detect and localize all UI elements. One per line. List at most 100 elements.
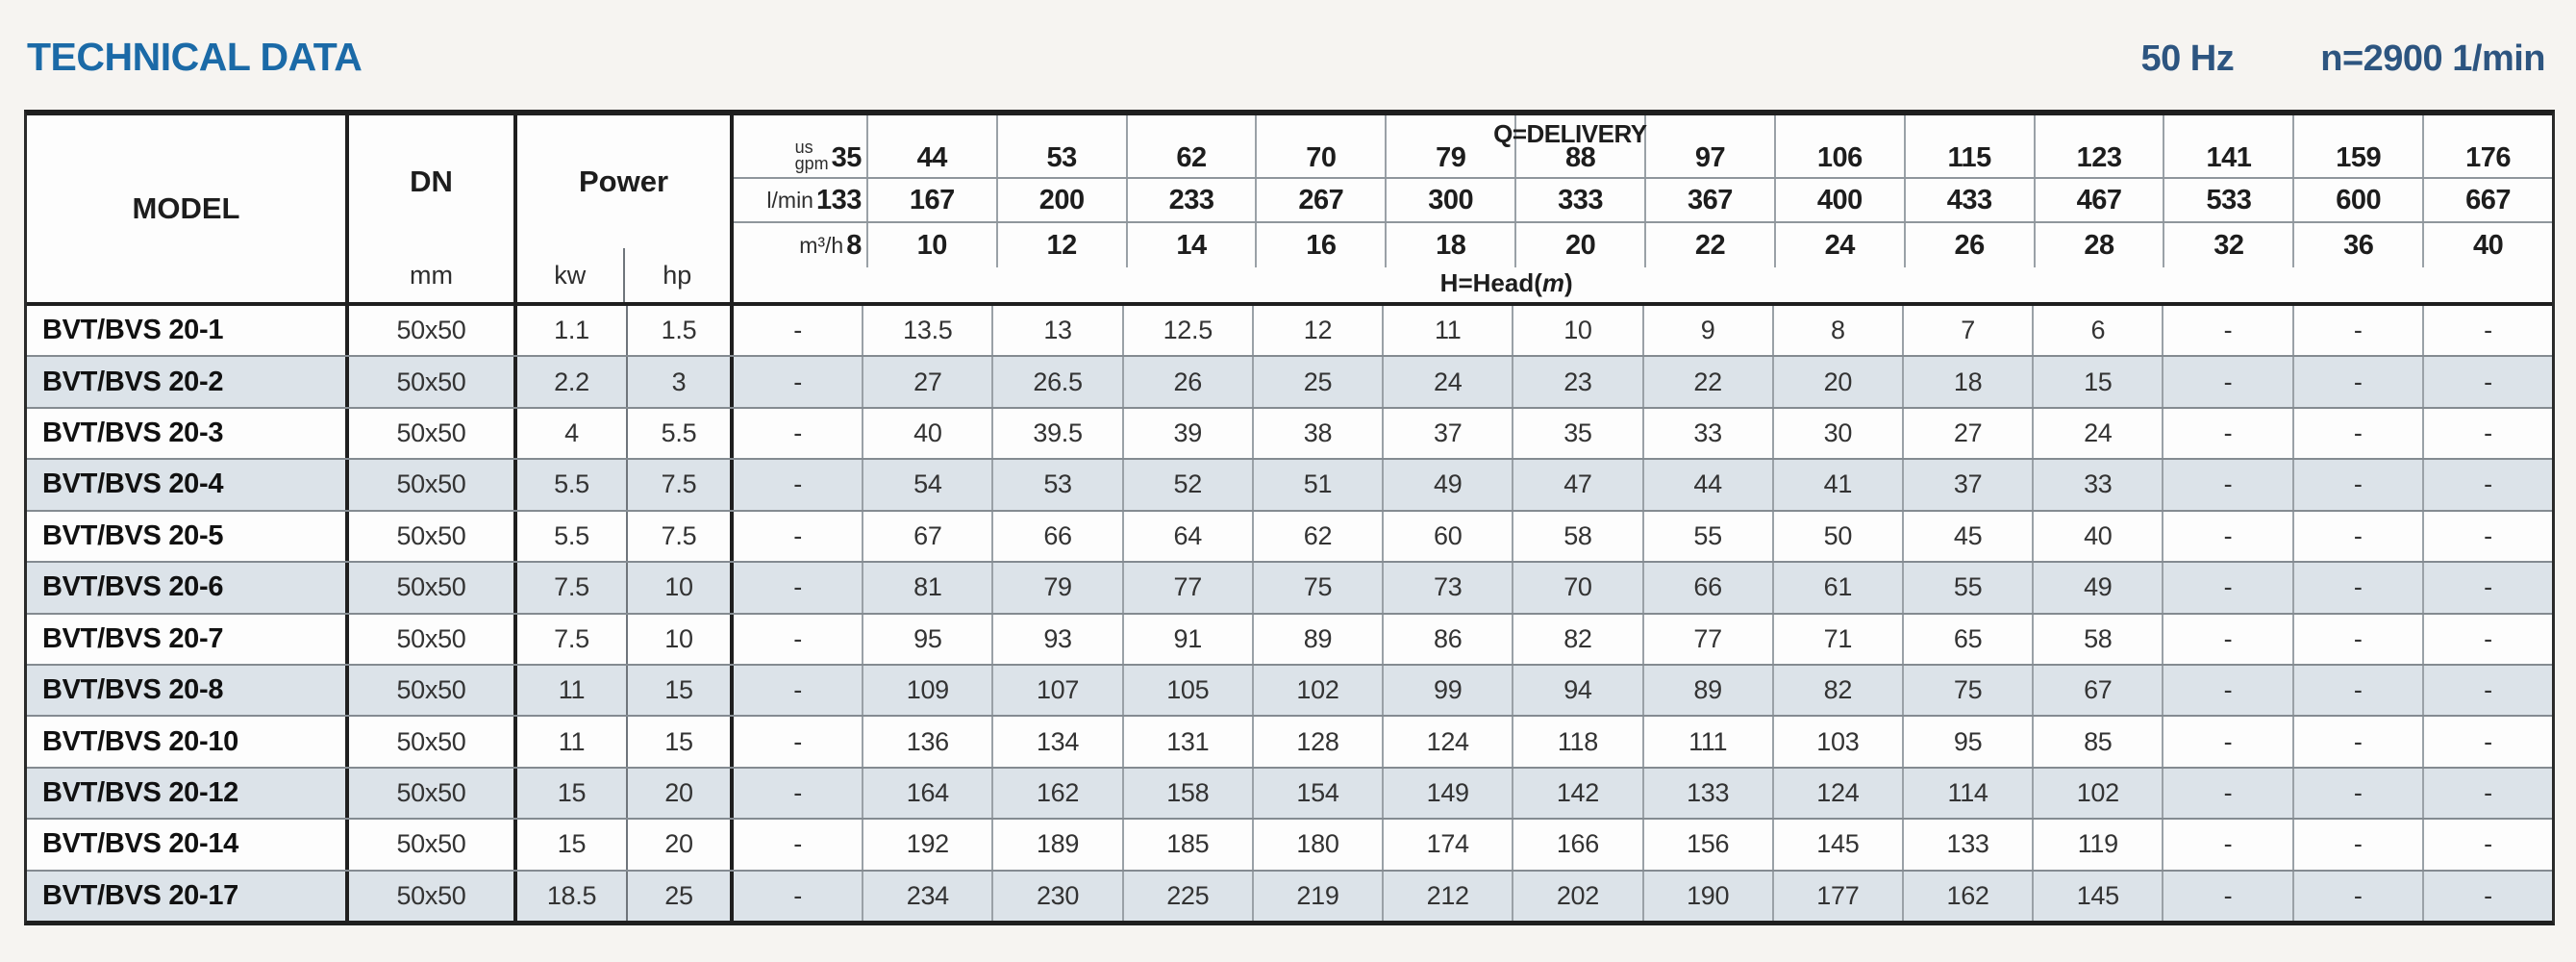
delivery-value: 12 — [995, 223, 1126, 267]
head-value-cell: - — [2162, 563, 2291, 613]
head-value-cell: 24 — [1382, 357, 1512, 407]
head-value-cell: 107 — [991, 665, 1121, 716]
unit-label-line: l/min — [766, 187, 813, 213]
hp-cell: 20 — [626, 820, 734, 870]
head-value-cell: 8 — [1771, 306, 1902, 356]
hp-cell: 20 — [626, 768, 734, 819]
head-value-cells: -234 230 225 219 212 202 190 177 162 145- - - — [734, 871, 2552, 922]
page-title: TECHNICAL DATA — [27, 35, 363, 79]
head-value-cell: 51 — [1251, 460, 1382, 510]
hp-cell: 3 — [626, 357, 734, 407]
head-value-cell: - — [2421, 357, 2552, 407]
head-value-cells: -95 93 91 89 86 82 77 71 65 58- - - — [734, 614, 2552, 664]
head-value-cell: 75 — [1251, 563, 1382, 613]
head-value-cell: 55 — [1901, 563, 2032, 613]
hp-cell: 1.5 — [626, 306, 734, 356]
kw-cell: 4 — [564, 418, 579, 448]
head-value-cell: - — [2421, 408, 2552, 459]
head-value-cell: 37 — [1382, 408, 1512, 459]
head-value-cells: -27 26.5 26 25 24 23 22 20 18 15- - - — [734, 357, 2552, 407]
head-value-cell: 52 — [1121, 460, 1252, 510]
dn-cell: 50x50 — [349, 306, 517, 356]
head-value-cell: 95 — [1901, 717, 2032, 767]
head-value-cell: 95 — [862, 614, 991, 664]
head-value-cell: - — [2291, 717, 2422, 767]
head-value-cell: 11 — [1382, 306, 1512, 356]
head-value-cell: - — [2162, 511, 2291, 562]
dn-cell: 50x50 — [349, 563, 517, 613]
delivery-value: 233 — [1125, 179, 1256, 221]
dn-cell: 50x50 — [349, 614, 517, 664]
head-value-cell: - — [2291, 408, 2422, 459]
head-value-cell: - — [793, 367, 802, 396]
head-value-cell: 23 — [1512, 357, 1641, 407]
head-value-cell: 58 — [1512, 511, 1641, 562]
head-value-cell: 79 — [991, 563, 1121, 613]
model-cell: BVT/BVS 20-5 — [27, 511, 349, 562]
head-value-cell: 61 — [1771, 563, 1902, 613]
dn-cell: 50x50 — [349, 357, 517, 407]
delivery-value: 141 — [2163, 115, 2292, 177]
head-value-cell: 50 — [1771, 511, 1902, 562]
head-value-cell: - — [2421, 820, 2552, 870]
head-value-cell: 55 — [1641, 511, 1772, 562]
head-value-cell: 189 — [991, 820, 1121, 870]
table-row: BVT/BVS 20-3 50x50 4 5.5 - 40 39.5 39 38 37 35 33 30… — [27, 406, 2552, 459]
head-value-cells: -13.5 13 12.5 12 11 10 9 8 7 6- - - — [734, 306, 2552, 356]
hp-cell: 25 — [626, 871, 734, 922]
head-value-cell: - — [2162, 871, 2291, 922]
head-value-cell: 22 — [1641, 357, 1772, 407]
head-value-cell: 13.5 — [862, 306, 991, 356]
head-value-cell: 49 — [2032, 563, 2162, 613]
head-value-cell: 202 — [1512, 871, 1641, 922]
head-value-cell: 119 — [2032, 820, 2162, 870]
head-value-cell: - — [2421, 717, 2552, 767]
head-value-cell: - — [793, 316, 802, 345]
head-value-cell: - — [793, 572, 802, 602]
head-value-cell: 35 — [1512, 408, 1641, 459]
table-body: BVT/BVS 20-1 50x50 1.1 1.5-13.5 13 12.5 12 11 10… — [27, 306, 2552, 922]
head-value-cell: 73 — [1382, 563, 1512, 613]
delivery-value: 533 — [2163, 179, 2292, 221]
delivery-value: 62 — [1125, 115, 1256, 177]
head-value-cell: 39.5 — [991, 408, 1121, 459]
hp-cell: 10 — [626, 563, 734, 613]
delivery-value: 70 — [1255, 115, 1385, 177]
head-value-cell: - — [793, 469, 802, 499]
delivery-value: 8 — [846, 229, 862, 261]
head-value-cell: 25 — [1251, 357, 1382, 407]
head-value-cell: 111 — [1641, 717, 1772, 767]
head-value-cells: -164 162 158 154 149 142 133 124 114 102- - - — [734, 768, 2552, 819]
delivery-value: 667 — [2422, 179, 2552, 221]
head-value-cell: 89 — [1251, 614, 1382, 664]
table-row: BVT/BVS 20-12 50x50 15 20 - 164 162 158 154 149 14… — [27, 766, 2552, 819]
head-value-cell: 60 — [1382, 511, 1512, 562]
head-value-cell: 134 — [991, 717, 1121, 767]
delivery-value: 133 — [815, 184, 862, 215]
head-value-cells: -81 79 77 75 73 70 66 61 55 49- - - — [734, 563, 2552, 613]
head-value-cell: 7 — [1901, 306, 2032, 356]
head-value-cell: 234 — [862, 871, 991, 922]
delivery-value: 106 — [1773, 115, 1904, 177]
head-band: H=Head(m) — [734, 267, 2552, 302]
head-value-cell: 145 — [2032, 871, 2162, 922]
model-column-header: MODEL — [27, 115, 349, 302]
model-cell: BVT/BVS 20-4 — [27, 460, 349, 510]
delivery-value: 300 — [1385, 179, 1514, 221]
head-value-cell: - — [2291, 665, 2422, 716]
head-value-cell: - — [793, 829, 802, 859]
head-value-cell: 219 — [1251, 871, 1382, 922]
head-value-cell: 192 — [862, 820, 991, 870]
head-value-cell: - — [2162, 460, 2291, 510]
head-value-cell: 67 — [862, 511, 991, 562]
frequency-label: 50 Hz — [2140, 38, 2235, 79]
head-value-cells: -54 53 52 51 49 47 44 41 37 33- - - — [734, 460, 2552, 510]
head-value-cell: 103 — [1771, 717, 1902, 767]
delivery-title: Q=DELIVERY — [1493, 119, 1647, 148]
technical-data-table: MODEL DN mm Power kw hp Q=DELIVERY us gpm… — [24, 110, 2555, 925]
model-cell: BVT/BVS 20-2 — [27, 357, 349, 407]
table-header: MODEL DN mm Power kw hp Q=DELIVERY us gpm… — [27, 115, 2552, 306]
model-cell: BVT/BVS 20-3 — [27, 408, 349, 459]
head-value-cell: - — [2162, 717, 2291, 767]
head-value-cell: 9 — [1641, 306, 1772, 356]
